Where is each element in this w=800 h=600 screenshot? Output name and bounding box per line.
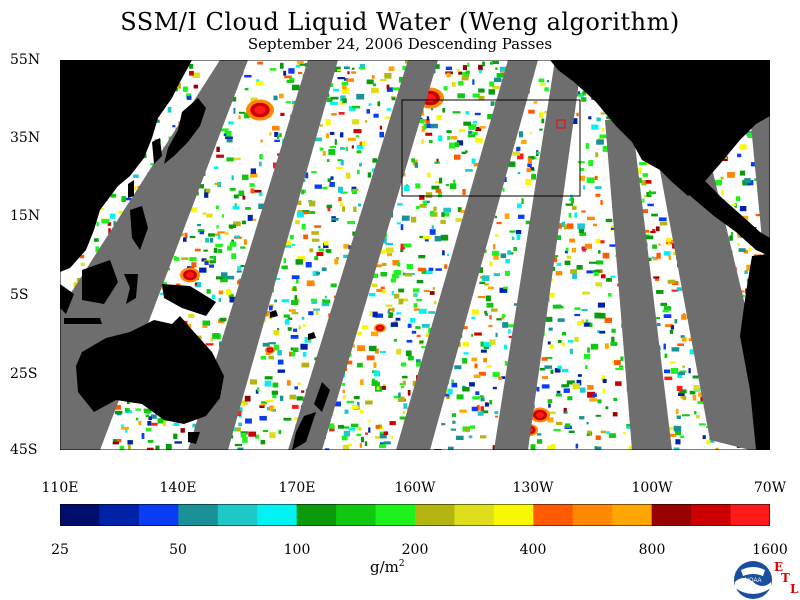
swath-gap-7	[658, 160, 770, 450]
colorbar-cell	[257, 504, 298, 526]
land-new-zealand	[292, 382, 330, 450]
lat-label-25s: 25S	[10, 366, 38, 382]
lon-label-70w: 70W	[753, 480, 787, 496]
lon-label-110e: 110E	[41, 480, 79, 496]
colorbar-cell	[730, 504, 770, 526]
land-japan	[164, 98, 206, 164]
page-title: SSM/I Cloud Liquid Water (Weng algorithm…	[120, 8, 680, 36]
colorbar-cell	[336, 504, 377, 526]
noaa-logo: NOAA	[734, 561, 772, 599]
lat-label-5s: 5S	[10, 287, 29, 303]
colorbar-cell	[217, 504, 258, 526]
colorbar-cell	[60, 504, 101, 526]
colorbar-cell	[572, 504, 613, 526]
swath-gap-4	[396, 60, 538, 450]
colorbar-tick-800: 800	[638, 542, 666, 558]
colorbar-cell	[178, 504, 219, 526]
etl-letter-e: E	[774, 560, 784, 574]
land-masses	[60, 60, 770, 450]
units-exponent: 2	[398, 559, 405, 569]
swath-gap-6	[605, 120, 672, 450]
page-subtitle: September 24, 2006 Descending Passes	[247, 35, 553, 53]
lat-label-15n: 15N	[10, 208, 41, 224]
swath-gaps	[60, 60, 770, 450]
colorbar-tick-1600: 1600	[752, 542, 788, 558]
units-label: g/m2	[370, 558, 405, 576]
lat-label-55n: 55N	[10, 52, 41, 68]
lon-label-100w: 100W	[631, 480, 673, 496]
colorbar-cell	[138, 504, 179, 526]
region-box	[401, 99, 581, 197]
land-central-america	[688, 180, 770, 256]
colorbar-cells	[60, 504, 770, 526]
land-borneo	[82, 260, 118, 304]
marker-box	[556, 119, 566, 129]
land-tasmania	[188, 432, 200, 444]
units-main: g/m	[370, 558, 399, 576]
land-asia	[60, 60, 192, 272]
colorbar-cell	[493, 504, 534, 526]
lat-label-35n: 35N	[10, 130, 41, 146]
colorbar-tick-25: 25	[51, 542, 69, 558]
land-sumatra	[60, 284, 74, 314]
land-new-guinea	[162, 284, 216, 316]
land-java	[64, 318, 102, 324]
land-sulawesi	[124, 274, 138, 304]
colorbar-cell	[454, 504, 495, 526]
land-australia	[76, 316, 224, 424]
land-philippines	[130, 206, 148, 250]
land-pacific-islands	[270, 310, 316, 340]
lat-label-45s: 45S	[10, 442, 38, 458]
land-north-america	[550, 60, 770, 196]
swath-gap-3	[288, 60, 438, 450]
etl-letter-t: T	[781, 571, 790, 585]
colorbar-tick-50: 50	[169, 542, 187, 558]
cloud-water-map	[60, 60, 770, 450]
lon-label-170e: 170E	[278, 480, 316, 496]
colorbar-cell	[533, 504, 574, 526]
lon-label-130w: 130W	[512, 480, 554, 496]
swath-gap-5	[494, 60, 582, 450]
colorbar-cell	[99, 504, 140, 526]
land-south-america	[740, 254, 770, 450]
colorbar-cell	[691, 504, 732, 526]
colorbar-tick-200: 200	[401, 542, 429, 558]
colorbar-cell	[612, 504, 653, 526]
noaa-text: NOAA	[744, 578, 761, 584]
colorbar-cell	[375, 504, 416, 526]
colorbar-tick-400: 400	[519, 542, 547, 558]
swath-gap-2	[188, 60, 338, 450]
colorbar-cell	[651, 504, 692, 526]
land-taiwan	[128, 180, 134, 198]
land-korea	[152, 138, 162, 164]
colorbar-cell	[296, 504, 337, 526]
lon-label-160w: 160W	[394, 480, 436, 496]
lon-label-140e: 140E	[159, 480, 197, 496]
colorbar-tick-100: 100	[283, 542, 311, 558]
etl-letter-l: L	[790, 582, 799, 596]
colorbar-cell	[415, 504, 456, 526]
colorbar	[60, 504, 770, 526]
